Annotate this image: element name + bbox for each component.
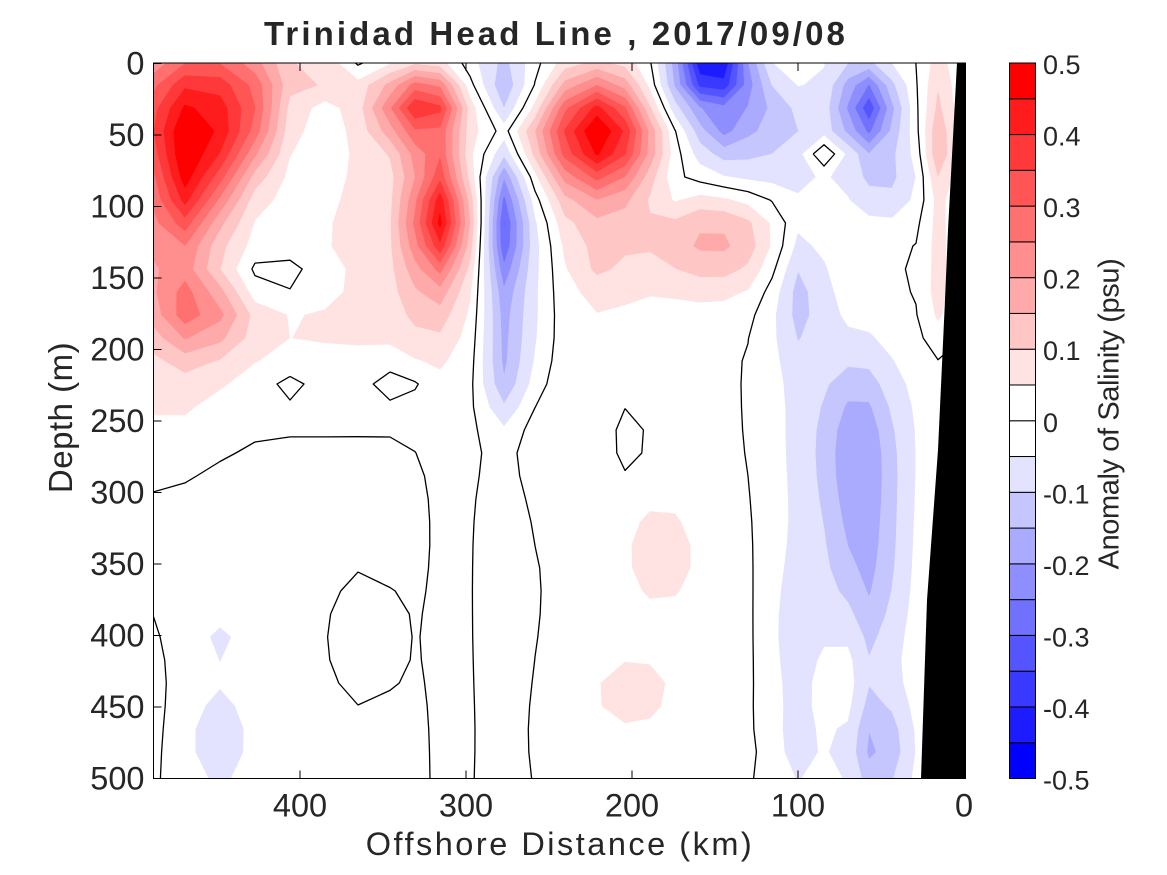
svg-text:0.2: 0.2 bbox=[1043, 265, 1081, 295]
svg-text:0.3: 0.3 bbox=[1043, 193, 1081, 223]
svg-text:100: 100 bbox=[90, 189, 144, 225]
svg-text:-0.5: -0.5 bbox=[1043, 766, 1090, 796]
svg-text:400: 400 bbox=[273, 788, 327, 824]
svg-text:0: 0 bbox=[126, 46, 144, 82]
svg-text:500: 500 bbox=[90, 761, 144, 797]
svg-text:-0.3: -0.3 bbox=[1043, 622, 1090, 652]
svg-text:250: 250 bbox=[90, 403, 144, 439]
svg-text:Offshore Distance (km): Offshore Distance (km) bbox=[366, 826, 755, 862]
svg-text:0.5: 0.5 bbox=[1043, 50, 1081, 80]
svg-text:0.4: 0.4 bbox=[1043, 122, 1081, 152]
svg-text:100: 100 bbox=[771, 788, 825, 824]
svg-text:0: 0 bbox=[955, 788, 973, 824]
svg-text:300: 300 bbox=[90, 475, 144, 511]
svg-text:200: 200 bbox=[605, 788, 659, 824]
svg-text:0.1: 0.1 bbox=[1043, 336, 1081, 366]
svg-text:Trinidad Head Line , 2017/09/0: Trinidad Head Line , 2017/09/08 bbox=[264, 15, 848, 52]
svg-text:-0.4: -0.4 bbox=[1043, 694, 1090, 724]
svg-text:300: 300 bbox=[439, 788, 493, 824]
svg-text:-0.2: -0.2 bbox=[1043, 551, 1090, 581]
svg-text:200: 200 bbox=[90, 332, 144, 368]
svg-text:Depth (m): Depth (m) bbox=[42, 342, 79, 493]
svg-text:0: 0 bbox=[1043, 408, 1058, 438]
svg-text:Anomaly of Salinity (psu): Anomaly of Salinity (psu) bbox=[1094, 259, 1126, 570]
svg-text:-0.1: -0.1 bbox=[1043, 479, 1090, 509]
svg-text:150: 150 bbox=[90, 260, 144, 296]
svg-text:350: 350 bbox=[90, 546, 144, 582]
svg-text:450: 450 bbox=[90, 689, 144, 725]
svg-text:400: 400 bbox=[90, 618, 144, 654]
svg-text:50: 50 bbox=[108, 117, 144, 153]
